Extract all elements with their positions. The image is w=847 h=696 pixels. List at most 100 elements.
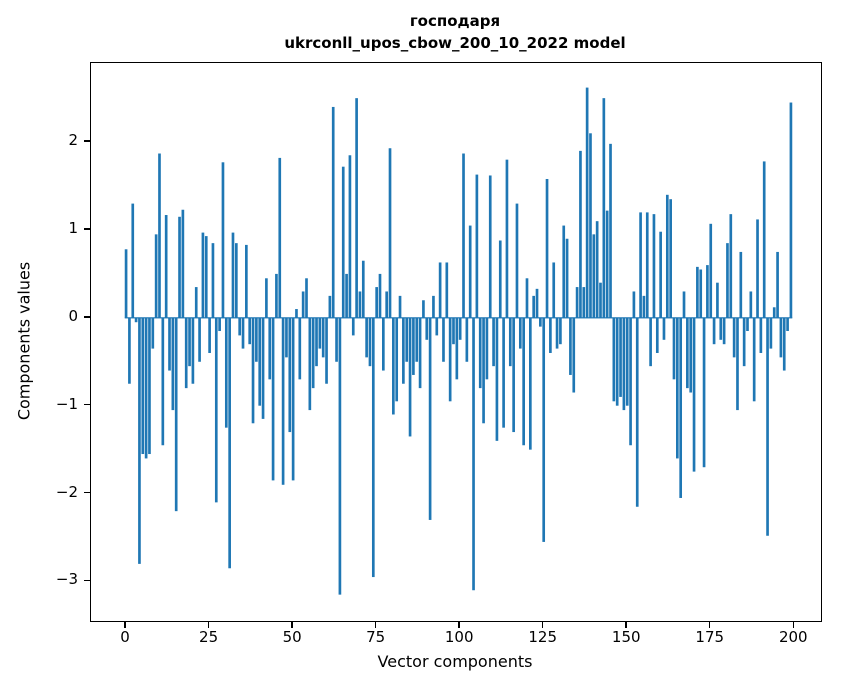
bar — [642, 295, 646, 318]
bar — [542, 317, 546, 542]
bar — [265, 278, 268, 318]
bar — [498, 240, 502, 318]
bar — [174, 317, 178, 512]
bar — [168, 317, 171, 371]
bar — [522, 317, 525, 446]
bar — [134, 317, 138, 323]
x-tick-label: 100 — [444, 628, 474, 646]
bar — [575, 287, 579, 318]
bar — [692, 317, 696, 472]
bar — [465, 317, 469, 362]
bar — [752, 317, 756, 402]
x-tick-label: 25 — [199, 628, 219, 646]
bar — [422, 300, 425, 318]
bar — [218, 317, 221, 332]
bar — [478, 317, 482, 389]
bar — [295, 309, 298, 318]
bar — [545, 178, 549, 318]
bar — [445, 262, 449, 318]
bar — [629, 317, 632, 446]
bar — [325, 317, 328, 384]
bar — [224, 317, 228, 428]
bar — [579, 150, 582, 318]
bar — [164, 215, 168, 318]
bar — [144, 317, 148, 459]
bar — [231, 232, 235, 318]
bar — [335, 317, 338, 362]
bar — [161, 317, 165, 446]
bar — [392, 317, 395, 415]
bar — [789, 102, 793, 318]
bar — [582, 287, 586, 318]
bar — [415, 317, 419, 362]
bar — [518, 317, 522, 349]
bar — [408, 317, 412, 437]
bar — [782, 317, 786, 371]
bar — [605, 210, 609, 318]
bar — [572, 317, 576, 393]
bar — [365, 317, 368, 358]
bar — [141, 317, 145, 455]
bar — [495, 317, 499, 441]
bar — [696, 266, 699, 318]
bar — [726, 243, 729, 318]
bar — [732, 317, 736, 358]
bar — [348, 155, 352, 318]
bar — [442, 317, 445, 362]
bar — [412, 317, 415, 375]
bar — [178, 216, 181, 318]
bar — [655, 317, 659, 353]
bar — [245, 244, 248, 318]
bar — [549, 317, 552, 353]
bar — [515, 203, 519, 318]
bar — [341, 166, 345, 318]
bar — [338, 317, 342, 595]
bar — [776, 251, 779, 318]
bar — [529, 317, 532, 450]
bar — [271, 317, 275, 481]
x-tick-label: 75 — [366, 628, 386, 646]
bar — [739, 251, 743, 318]
bar — [395, 317, 399, 402]
bar — [311, 317, 315, 389]
bar — [535, 288, 539, 318]
bar — [375, 287, 378, 318]
bar — [398, 295, 402, 318]
bar — [652, 214, 656, 318]
x-tick-label: 125 — [528, 628, 558, 646]
bar — [171, 317, 175, 411]
y-tick-mark — [84, 228, 90, 230]
bar — [345, 273, 348, 318]
bar — [368, 317, 372, 367]
bar — [659, 231, 662, 318]
bar — [248, 317, 252, 345]
bar — [769, 317, 773, 349]
bar — [275, 273, 278, 318]
x-tick-mark — [374, 621, 377, 628]
bar — [602, 98, 606, 318]
bar — [318, 317, 322, 349]
bar — [261, 317, 265, 419]
y-tick-mark — [84, 403, 90, 406]
bar — [722, 317, 726, 345]
bar — [382, 317, 385, 371]
bar — [211, 243, 215, 318]
bar — [786, 317, 789, 332]
x-tick-mark — [124, 621, 126, 628]
bar — [432, 295, 435, 318]
bar — [766, 317, 769, 536]
bar — [609, 143, 612, 318]
bar — [188, 317, 191, 367]
bar — [525, 278, 529, 318]
bar — [201, 232, 205, 318]
bar — [438, 262, 442, 318]
x-tick-mark — [207, 621, 210, 628]
bar — [562, 225, 566, 318]
bar — [148, 317, 151, 455]
bar — [281, 317, 285, 485]
bar — [539, 317, 542, 327]
bar — [258, 317, 262, 406]
bar — [712, 317, 716, 345]
bar — [532, 295, 536, 318]
bar — [328, 295, 332, 318]
